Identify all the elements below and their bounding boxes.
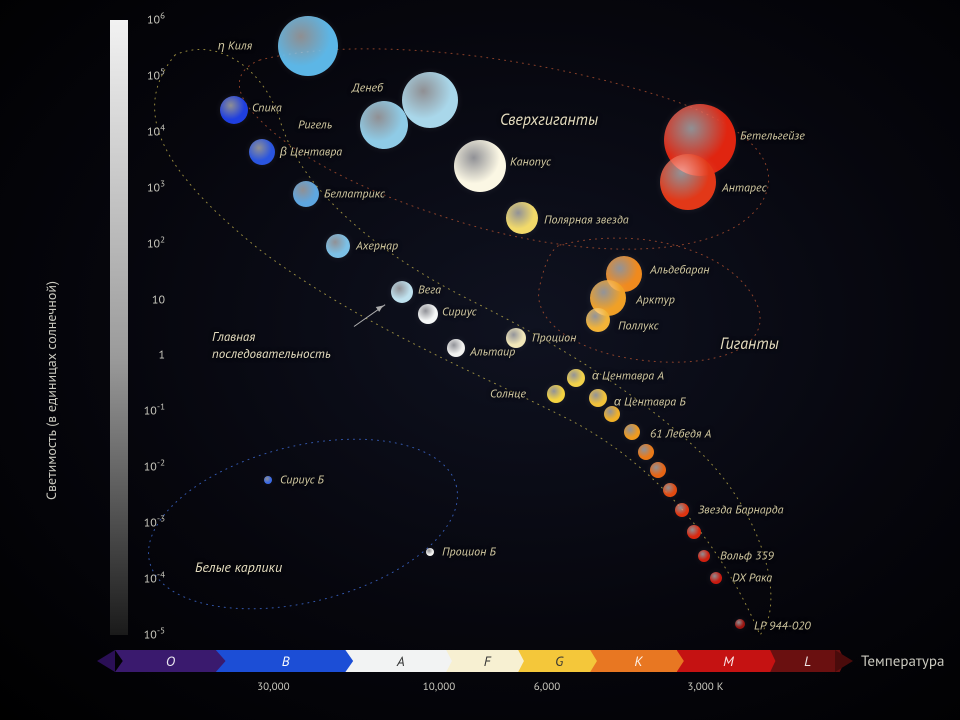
region-outlines — [0, 0, 960, 720]
x-tick: 3,000 K — [687, 680, 723, 694]
x-axis-title: Температура — [861, 652, 944, 671]
y-tick: 10 — [152, 292, 165, 307]
y-tick: 10-1 — [144, 404, 165, 419]
star — [447, 339, 465, 357]
star-label: α Центавра A — [592, 369, 664, 384]
star-label: LP 944-020 — [754, 619, 811, 634]
star — [391, 281, 413, 303]
star-label: Канопус — [510, 155, 551, 170]
star — [624, 424, 640, 440]
star — [567, 369, 585, 387]
star-label: Арктур — [636, 293, 675, 308]
spectral-class-A: A — [345, 650, 456, 672]
region-label: Гиганты — [720, 334, 779, 354]
star-label: Поллукс — [618, 319, 659, 334]
star-label: Процион Б — [442, 545, 496, 560]
spectral-arrow-right — [835, 650, 853, 672]
star — [675, 503, 689, 517]
x-tick: 30,000 — [257, 680, 289, 694]
y-tick: 103 — [147, 180, 165, 195]
star — [278, 16, 338, 76]
star — [264, 476, 272, 484]
star — [418, 304, 438, 324]
y-tick: 1 — [158, 348, 165, 363]
star-label: α Центавра Б — [614, 395, 686, 410]
spectral-class-L: L — [770, 650, 845, 672]
star — [663, 483, 677, 497]
star — [650, 462, 666, 478]
y-tick: 106 — [147, 13, 165, 28]
star-label: Альдебаран — [650, 263, 709, 278]
y-tick: 10-2 — [144, 460, 165, 475]
star — [402, 72, 458, 128]
spectral-class-O: O — [115, 650, 226, 672]
star — [547, 385, 565, 403]
star-label: Бетельгейзе — [740, 129, 805, 144]
y-tick: 10-4 — [144, 572, 165, 587]
star-label: β Центавра — [280, 145, 342, 160]
star — [249, 139, 275, 165]
star — [687, 525, 701, 539]
luminosity-bar — [110, 20, 128, 635]
star-label: Альтаир — [470, 345, 515, 360]
star — [638, 444, 654, 460]
spectral-bar: OBAFGKML — [115, 650, 835, 672]
star-label: Сириус Б — [280, 473, 324, 488]
star-label: Полярная звезда — [544, 213, 629, 228]
star-label: Беллатрикс — [324, 187, 385, 202]
spectral-class-F: F — [446, 650, 528, 672]
star — [506, 328, 526, 348]
star — [293, 181, 319, 207]
spectral-class-M: M — [677, 650, 781, 672]
star — [220, 96, 248, 124]
star — [604, 406, 620, 422]
spectral-arrow-left — [97, 650, 115, 672]
star — [735, 619, 745, 629]
star-label: Денеб — [352, 81, 383, 96]
y-tick: 10-3 — [144, 516, 165, 531]
y-tick: 104 — [147, 124, 165, 139]
x-tick: 10,000 — [423, 680, 455, 694]
y-axis-title: Светимость (в единицах солнечной) — [42, 281, 60, 500]
star — [426, 548, 434, 556]
star — [326, 234, 350, 258]
star — [454, 140, 506, 192]
star — [586, 308, 610, 332]
star-label: Ахернар — [356, 239, 398, 254]
spectral-class-G: G — [518, 650, 600, 672]
region-label: Сверхгиганты — [500, 110, 598, 130]
star — [698, 550, 710, 562]
star — [589, 389, 607, 407]
region-label: Главнаяпоследовательность — [212, 328, 331, 362]
star — [360, 101, 408, 149]
star-label: DX Рака — [732, 571, 772, 586]
star — [660, 154, 716, 210]
hr-diagram: Светимость (в единицах солнечной) OBAFGK… — [0, 0, 960, 720]
star — [506, 202, 538, 234]
y-tick: 10-5 — [144, 628, 165, 643]
region-label: Белые карлики — [195, 558, 282, 576]
star-label: Вольф 359 — [720, 549, 774, 564]
x-tick: 6,000 — [534, 680, 560, 694]
star-label: Спика — [252, 101, 282, 116]
star-label: η Киля — [218, 39, 252, 54]
star-label: 61 Лебедя A — [650, 427, 711, 442]
y-tick: 102 — [147, 236, 165, 251]
star-label: Ригель — [298, 118, 332, 133]
y-tick: 105 — [147, 68, 165, 83]
spectral-class-B: B — [216, 650, 356, 672]
star-label: Антарес — [722, 181, 767, 196]
star-label: Сириус — [442, 305, 477, 320]
star-label: Звезда Барнарда — [698, 503, 783, 518]
main-sequence-arrow — [354, 304, 386, 327]
star-label: Процион — [532, 331, 576, 346]
star — [710, 572, 722, 584]
star-label: Вега — [418, 283, 441, 298]
spectral-class-K: K — [590, 650, 686, 672]
star-label: Солнце — [490, 387, 526, 402]
